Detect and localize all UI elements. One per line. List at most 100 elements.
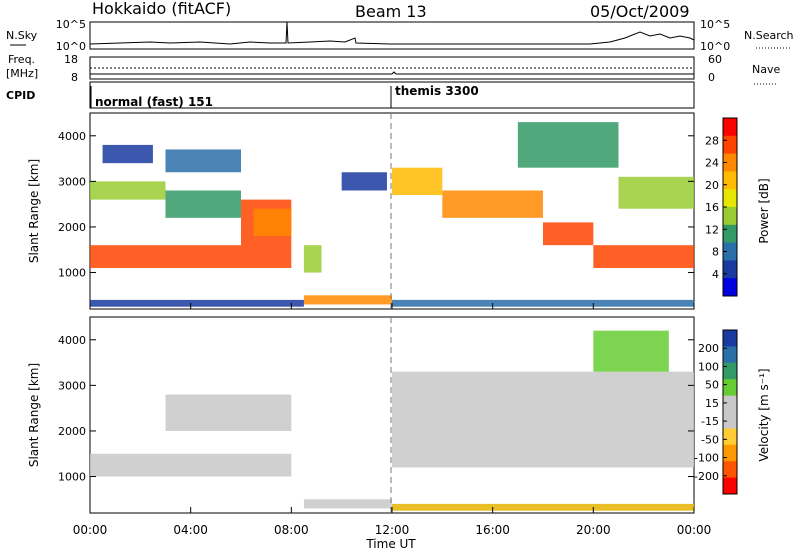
nave-tick-low: 0 [708,71,715,84]
power-colorbar-swatch [723,118,737,137]
velocity-band [593,330,669,372]
power-band [303,245,322,273]
velocity-colorbar-swatch [723,346,737,364]
nsky-trace [89,21,695,45]
power-colorbar: 28 24 20 16 12 8 4 [705,117,738,297]
time-x-axis: 00:00 04:00 08:00 12:00 16:00 20:00 00:00 [73,303,712,537]
cpid-panel: CPID normal (fast) 151 themis 3300 [6,81,695,109]
velocity-colorbar-label: Velocity [m s⁻¹] [757,368,771,461]
nave-label: Nave [752,63,780,76]
nsearch-label: N.Search [744,29,794,42]
velocity-colorbar-tick: 15 [705,397,719,410]
power-colorbar-tick: 24 [705,157,719,170]
velocity-colorbar-swatch [723,428,737,446]
nave-tick-high: 60 [708,53,722,66]
velocity-colorbar-tick: 100 [698,360,719,373]
velocity-panel: Slant Range [km] 1000 2000 3000 4000 [27,316,695,514]
velocity-band [303,499,392,509]
x-tick-label: 04:00 [173,523,208,537]
velocity-colorbar-frame [722,329,738,495]
freq-label-2: [MHz] [6,67,38,80]
power-colorbar-swatch [723,242,737,261]
velocity-colorbar-swatch [723,412,737,429]
velocity-colorbar-swatch [723,379,737,397]
power-colorbar-swatch [723,135,737,155]
velocity-ytick-label: 1000 [58,471,86,484]
power-colorbar-label: Power [dB] [757,178,771,243]
nsearch-tick-high: 10^5 [700,18,730,31]
nsky-tick-high: 10^5 [56,18,86,31]
nave-trace [90,71,694,75]
velocity-band [392,371,694,468]
freq-tick-low: 8 [71,71,78,84]
power-colorbar-swatch [723,260,737,279]
x-tick-label: 08:00 [274,523,309,537]
power-colorbar-tick: 12 [705,223,719,236]
power-colorbar-swatch [723,278,737,297]
power-ytick-label: 1000 [58,267,86,280]
power-band [593,245,694,268]
power-y-axis: 1000 2000 3000 4000 [58,130,694,280]
power-colorbar-swatch [723,189,737,208]
velocity-colorbar-swatch [723,444,737,462]
beam-title: Beam 13 [355,2,427,21]
velocity-ytick-label: 4000 [58,334,86,347]
power-colorbar-swatch [723,207,737,226]
velocity-colorbar-tick: -50 [701,433,719,446]
velocity-colorbar-tick: -15 [701,415,719,428]
velocity-colorbar-swatch [723,362,737,380]
velocity-colorbar-swatch [723,395,737,413]
power-band [303,295,392,305]
velocity-data [90,330,694,511]
velocity-band [392,503,694,511]
velocity-ylabel: Slant Range [km] [27,363,41,467]
cpid-segment-2: themis 3300 [395,84,479,98]
power-colorbar-tick: 16 [705,201,719,214]
velocity-colorbar-swatch [723,461,737,479]
velocity-ytick-label: 2000 [58,425,86,438]
velocity-y-axis: 1000 2000 3000 4000 [58,334,694,484]
power-colorbar-swatch [723,153,737,172]
power-data [90,122,694,307]
power-band [253,208,292,237]
nsky-label: N.Sky [6,29,38,42]
freq-tick-high: 18 [64,53,78,66]
power-band [102,144,153,164]
power-ylabel: Slant Range [km] [27,159,41,263]
velocity-colorbar-swatch [723,330,737,347]
power-band [90,181,166,200]
x-tick-label: 00:00 [677,523,712,537]
velocity-ytick-label: 3000 [58,379,86,392]
power-colorbar-tick: 4 [712,268,719,281]
velocity-colorbar-swatch [723,477,737,495]
power-band [90,299,304,307]
velocity-colorbar-tick: -200 [694,470,719,483]
x-tick-label: 12:00 [375,523,410,537]
nsky-tick-low: 10^0 [56,40,86,53]
velocity-band [90,453,292,477]
power-band [442,190,543,218]
nsky-panel: N.Sky 10^5 10^0 10^5 10^0 N.Search [6,18,794,53]
power-band [165,190,241,218]
velocity-colorbar: 200 100 50 15 -15 -50 -100 -200 [694,329,738,495]
power-ytick-label: 4000 [58,130,86,143]
power-band [517,122,619,168]
power-ytick-label: 2000 [58,221,86,234]
freq-panel: Freq. [MHz] 18 8 60 0 Nave [6,53,780,85]
power-band [543,222,594,246]
power-colorbar-swatch [723,171,737,190]
velocity-colorbar-tick: -100 [694,452,719,465]
power-colorbar-swatch [723,224,737,244]
power-band [165,149,241,173]
power-band [392,167,443,196]
cpid-label: CPID [6,89,35,102]
x-tick-label: 16:00 [475,523,510,537]
power-colorbar-tick: 8 [712,246,719,259]
velocity-colorbar-tick: 50 [705,379,719,392]
nsearch-tick-low: 10^0 [700,40,730,53]
station-title: Hokkaido (fitACF) [92,0,231,18]
velocity-colorbar-tick: 200 [698,342,719,355]
power-ytick-label: 3000 [58,175,86,188]
power-band [341,172,387,191]
